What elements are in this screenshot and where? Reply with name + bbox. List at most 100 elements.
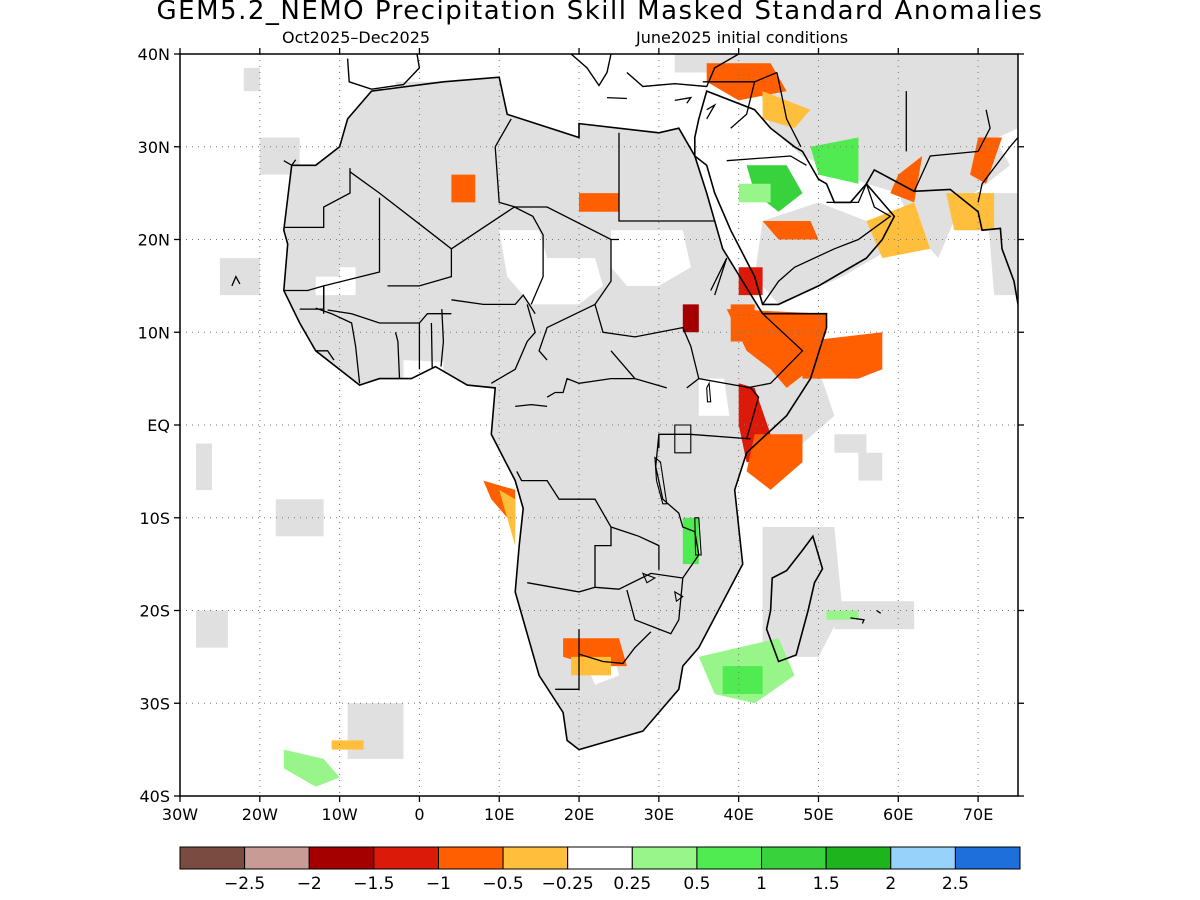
lake-outline (654, 456, 668, 505)
country-border (977, 137, 1018, 203)
season-subtitle: Oct2025–Dec2025 (282, 28, 431, 47)
anomaly-patch (826, 610, 859, 620)
country-border (706, 103, 717, 120)
anomaly-patch (946, 193, 995, 231)
x-tick-label: 10E (484, 805, 514, 824)
colorbar-swatch (244, 846, 310, 870)
colorbar-swatch (890, 846, 956, 870)
masked-area (196, 610, 228, 648)
x-tick-label: 20W (242, 805, 278, 824)
anomaly-patch (331, 740, 364, 750)
x-tick-label: 50E (803, 805, 833, 824)
iberia-coastline (346, 54, 421, 90)
island-outline (876, 609, 882, 614)
anomaly-patch (746, 434, 803, 490)
colorbar-swatch (631, 846, 698, 870)
country-border (538, 303, 596, 361)
country-border (578, 631, 652, 665)
asia-coastline (865, 168, 1018, 305)
unmasked-area (499, 230, 603, 305)
x-tick-label: 20E (564, 805, 594, 824)
masked-area (259, 137, 300, 175)
country-border (315, 307, 361, 384)
colorbar-swatch (437, 846, 504, 870)
colorbar-label: −2 (297, 874, 322, 894)
x-tick-label: 40E (723, 805, 753, 824)
masked-area (219, 258, 260, 296)
lake-outline (674, 424, 692, 454)
x-tick-label: 10W (322, 805, 358, 824)
country-border (686, 377, 760, 440)
country-border (515, 403, 548, 408)
anomaly-patch (283, 749, 340, 787)
colorbar-swatch (761, 846, 827, 870)
colorbar-swatch (308, 846, 375, 870)
colorbar-swatch (502, 846, 569, 870)
x-tick-label: 70E (963, 805, 993, 824)
masked-area (395, 81, 452, 119)
africa-mask (283, 77, 827, 750)
country-border (490, 304, 536, 384)
unmasked-area (403, 360, 444, 379)
anomaly-patch (722, 666, 763, 694)
chart-title: GEM5.2_NEMO Precipitation Skill Masked S… (156, 0, 1044, 26)
anomaly-patch (738, 267, 763, 296)
y-tick-label: 10N (138, 323, 170, 342)
island-outline (674, 96, 693, 104)
country-border (451, 206, 544, 305)
anomaly-patch (970, 137, 1002, 184)
island-outline (850, 617, 865, 624)
coastlines-layer (231, 54, 1018, 751)
country-border (594, 572, 684, 635)
anomaly-patch (579, 193, 619, 212)
country-border (494, 146, 619, 241)
country-border (710, 257, 728, 296)
country-border (283, 285, 325, 310)
colorbar-swatch (373, 846, 439, 870)
y-tick-label: EQ (147, 416, 170, 435)
anomaly-patch (571, 656, 611, 676)
anomaly-patch (682, 304, 699, 333)
colorbar-swatch (567, 846, 633, 870)
masked-area (299, 230, 340, 277)
y-tick-label: 30N (138, 138, 170, 157)
masked-area (858, 452, 883, 481)
country-border (546, 377, 635, 398)
anomaly-patch (866, 202, 931, 259)
y-tick-label: 10S (139, 509, 170, 528)
country-border (776, 72, 802, 148)
country-border (610, 526, 660, 570)
country-border (762, 181, 892, 305)
country-border (746, 313, 804, 389)
colorbar-label: 1.5 (813, 874, 840, 894)
country-border (394, 332, 401, 379)
madagascar-coastline (765, 534, 824, 663)
masked-area (196, 443, 212, 490)
anomaly-patch (738, 183, 771, 203)
anomaly-patch (810, 137, 859, 184)
country-border (555, 629, 580, 690)
country-border (430, 322, 433, 368)
country-border (594, 239, 700, 379)
country-border (702, 71, 778, 83)
africa-coastline (282, 76, 828, 751)
anomaly-patch (451, 174, 476, 203)
masked-area (762, 527, 843, 657)
y-tick-label: 20N (138, 231, 170, 250)
anomaly-patch (730, 304, 755, 342)
colorbar-label: 0.5 (683, 874, 710, 894)
lake-outline (706, 381, 712, 403)
colorbar-swatch (825, 846, 892, 870)
greece-coastline (570, 54, 612, 87)
anatolia-coastline (626, 54, 740, 88)
colorbar: −2.5 −2 −1.5 −1 −0.5 −0.25 0.25 0.5 1 1.5 2 2.5 (179, 846, 1021, 894)
island-outline (606, 96, 627, 100)
colorbar-label: 2 (885, 874, 896, 894)
colorbar-label: −0.5 (482, 874, 523, 894)
country-border (494, 118, 512, 148)
country-border (327, 309, 452, 324)
colorbar-label: 1 (756, 874, 767, 894)
x-tick-label: 30E (644, 805, 674, 824)
anomaly-patch (499, 489, 516, 546)
